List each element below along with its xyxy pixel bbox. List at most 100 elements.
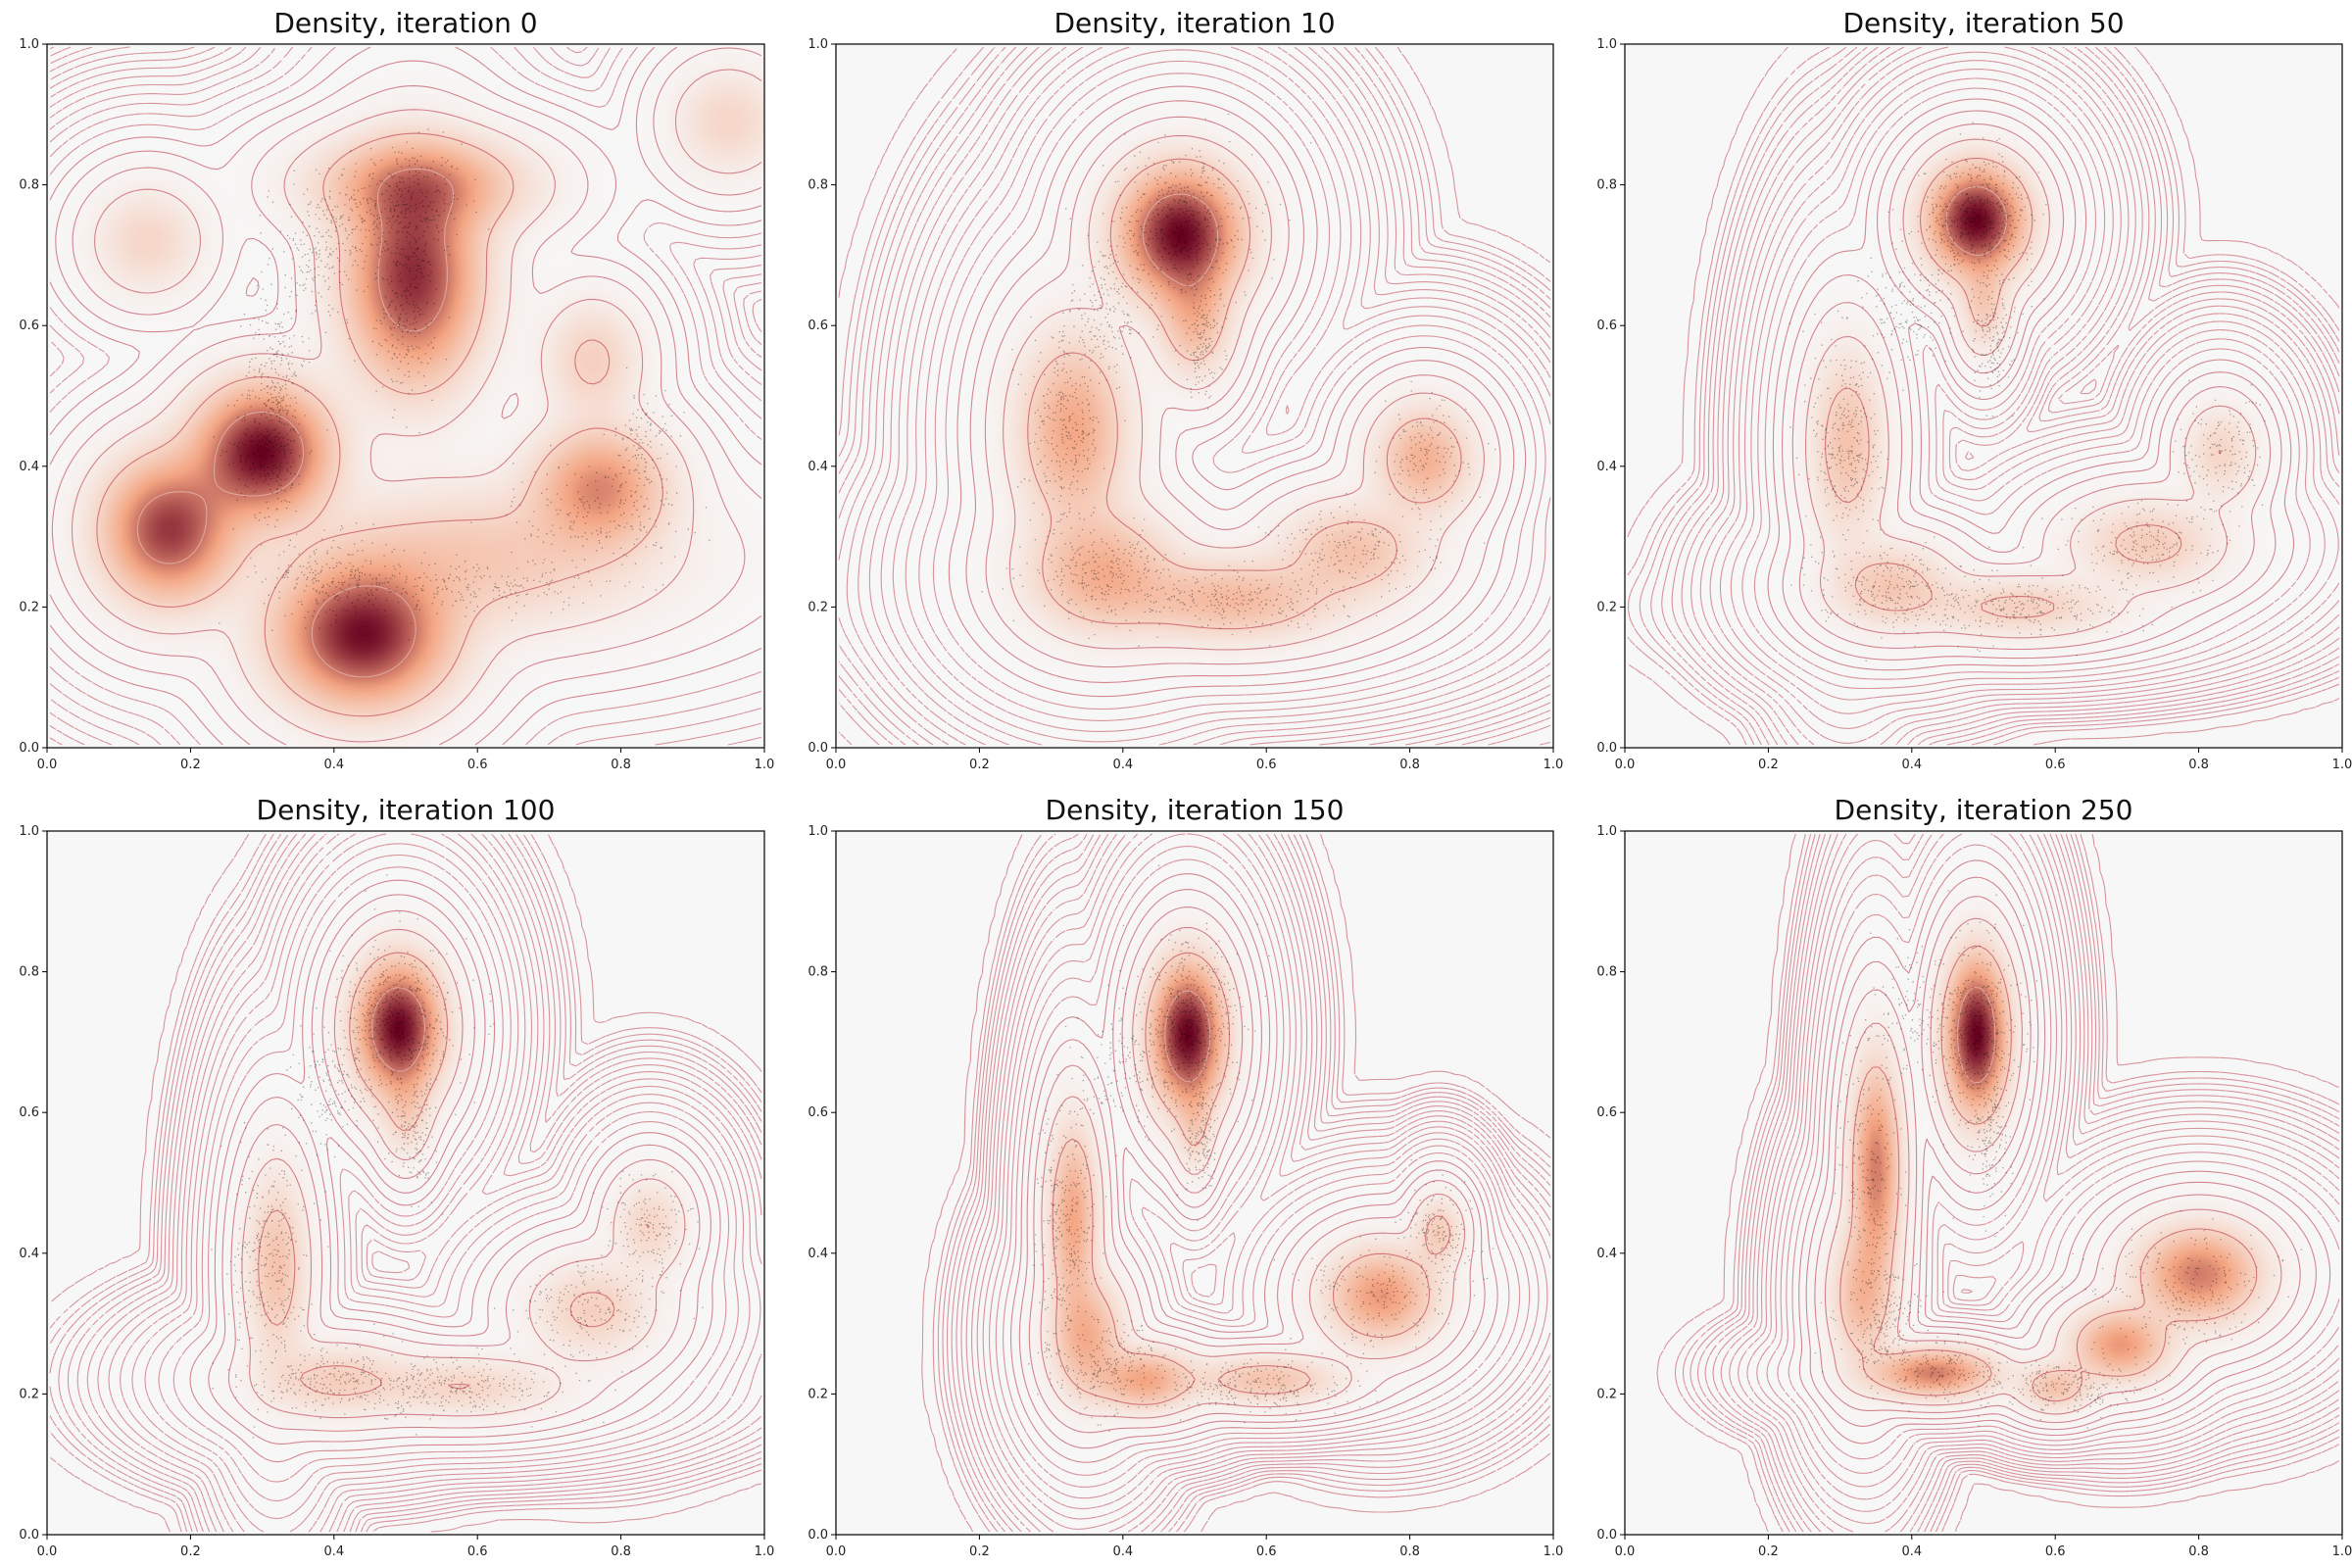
- y-tick-label: 1.0: [808, 824, 828, 839]
- y-tick-label: 0.2: [1596, 1387, 1617, 1401]
- y-tick-label: 0.4: [1596, 460, 1617, 474]
- contour-line: [49, 46, 762, 746]
- contour-line: [995, 846, 1521, 1488]
- x-tick-label: 0.0: [1615, 758, 1636, 772]
- x-tick-label: 1.0: [755, 1544, 775, 1559]
- x-tick-label: 1.0: [755, 758, 775, 772]
- contour-line: [1956, 986, 1996, 1084]
- contour-line: [976, 833, 1548, 1520]
- contour-line: [76, 833, 762, 1533]
- x-tick-label: 0.8: [1399, 1544, 1420, 1559]
- contour-line: [1791, 122, 2272, 651]
- contour-line: [838, 46, 1551, 746]
- contour-line: [956, 833, 1551, 1533]
- contour-line: [1142, 193, 1219, 287]
- x-tick-label: 0.4: [323, 758, 344, 772]
- x-tick-label: 0.2: [969, 758, 990, 772]
- y-tick-label: 0.2: [19, 1387, 39, 1401]
- subplot-1: 0.0 0.2 0.4 0.6 0.8 1.0 0.0 0.2 0.4 0.6 0.8 1.0 Dens…: [808, 7, 1563, 772]
- plot-frame: [1624, 830, 2343, 1536]
- y-tick-label: 0.2: [808, 1387, 828, 1401]
- contour-line: [937, 833, 1551, 1533]
- contour-line: [49, 833, 762, 1533]
- x-tick-label: 0.0: [826, 758, 847, 772]
- contour-line: [868, 46, 1551, 746]
- contour-line: [1003, 134, 1485, 651]
- subplot-title: Density, iteration 150: [1046, 794, 1345, 826]
- contour-line: [49, 46, 762, 746]
- contour-line: [1729, 833, 2340, 1533]
- contour-line: [946, 833, 1551, 1533]
- contour-line: [51, 47, 762, 746]
- density-heatmap: [1625, 44, 2342, 748]
- contour-line: [982, 833, 1540, 1510]
- contour-line: [965, 100, 1515, 683]
- contour-line: [1018, 889, 1486, 1449]
- contour-line: [71, 69, 762, 743]
- contour-line: [1656, 833, 2340, 1533]
- contour-line: [921, 833, 1551, 1533]
- contour-line: [49, 46, 762, 746]
- contour-line: [858, 46, 1551, 746]
- contour-line: [1627, 46, 2340, 746]
- y-tick-label: 0.0: [1596, 1528, 1617, 1543]
- contour-line: [67, 833, 762, 1533]
- x-tick-label: 0.6: [1256, 1544, 1277, 1559]
- x-tick-label: 0.4: [1112, 1544, 1133, 1559]
- contour-line: [1805, 876, 2317, 1431]
- x-tick-label: 0.0: [37, 1544, 58, 1559]
- y-tick-label: 0.0: [19, 1528, 39, 1543]
- x-tick-label: 0.2: [1758, 1544, 1779, 1559]
- y-tick-label: 0.8: [808, 178, 828, 193]
- y-tick-label: 0.8: [1596, 178, 1617, 193]
- contour-line: [258, 952, 650, 1396]
- contour-line: [1699, 46, 2340, 744]
- contour-line: [1627, 46, 2340, 746]
- y-tick-label: 1.0: [1596, 37, 1617, 52]
- y-tick-label: 0.2: [808, 600, 828, 614]
- plot-frame: [46, 830, 765, 1536]
- contour-line: [1777, 833, 2340, 1474]
- contour-line: [49, 833, 762, 1533]
- plot-frame: [835, 43, 1554, 749]
- contour-line: [120, 833, 762, 1533]
- x-tick-label: 0.8: [611, 758, 631, 772]
- contour-line: [1738, 833, 2340, 1525]
- y-tick-label: 0.8: [808, 965, 828, 980]
- contour-line: [1639, 46, 2340, 746]
- sample-points: [211, 874, 704, 1439]
- x-tick-label: 0.6: [1256, 758, 1277, 772]
- y-tick-label: 1.0: [808, 37, 828, 52]
- x-tick-label: 0.8: [2188, 758, 2209, 772]
- sample-points: [1788, 122, 2273, 662]
- contour-line: [838, 46, 1551, 746]
- contour-line: [1712, 833, 2340, 1533]
- y-tick-label: 0.4: [1596, 1247, 1617, 1261]
- contour-line: [1741, 77, 2326, 690]
- contour-line: [1682, 833, 2340, 1533]
- subplot-title: Density, iteration 0: [273, 7, 537, 39]
- contour-line: [1788, 844, 2340, 1460]
- contour-line: [1671, 46, 2340, 746]
- contour-line: [1825, 157, 2222, 618]
- subplot-5: 0.0 0.2 0.4 0.6 0.8 1.0 0.0 0.2 0.4 0.6 0.8 1.0 Dens…: [1596, 794, 2352, 1559]
- x-tick-label: 1.0: [2332, 758, 2352, 772]
- contour-line: [1028, 906, 1475, 1434]
- contour-line: [208, 894, 711, 1445]
- x-tick-label: 0.4: [323, 1544, 344, 1559]
- x-tick-label: 0.2: [969, 1544, 990, 1559]
- contour-line: [1839, 945, 2258, 1402]
- contour-line: [1690, 46, 2340, 746]
- x-tick-label: 0.8: [611, 1544, 631, 1559]
- contour-line: [49, 46, 72, 57]
- contour-line: [1753, 87, 2311, 680]
- contour-line: [371, 987, 426, 1072]
- y-tick-label: 0.4: [808, 460, 828, 474]
- x-tick-label: 0.8: [1399, 758, 1420, 772]
- y-tick-label: 1.0: [19, 37, 39, 52]
- contour-line: [1766, 833, 2340, 1488]
- contour-line: [1756, 833, 2340, 1500]
- contour-line: [131, 833, 761, 1533]
- contour-line: [1696, 833, 2340, 1533]
